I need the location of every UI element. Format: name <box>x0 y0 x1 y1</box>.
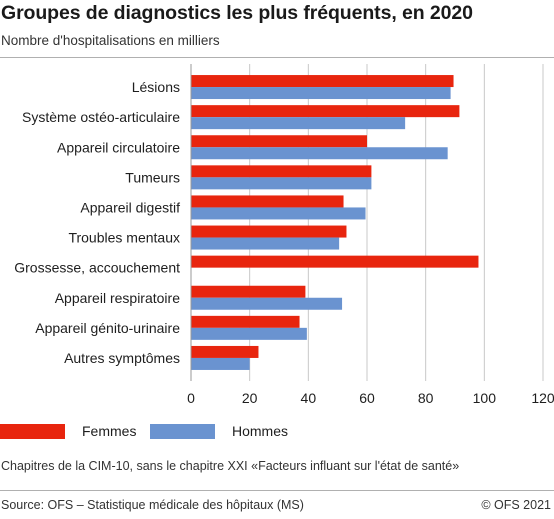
legend: Femmes Hommes <box>0 423 554 445</box>
x-tick-label: 0 <box>187 390 195 406</box>
legend-swatch-femmes <box>0 423 65 439</box>
bar-hommes <box>191 147 448 160</box>
bar-femmes <box>191 345 259 358</box>
bar-femmes <box>191 135 367 148</box>
bar-chart: 0 20 40 60 80 100 120 Lésions Système ostéo-arti… <box>14 64 554 406</box>
category-label: Appareil digestif <box>80 199 180 215</box>
category-label: Appareil génito-urinaire <box>35 320 180 336</box>
bar-femmes <box>191 225 347 238</box>
bar-femmes <box>191 285 306 298</box>
x-tick-label: 80 <box>418 390 434 406</box>
bar-hommes <box>191 87 451 100</box>
bar-hommes <box>191 237 340 250</box>
category-label: Lésions <box>132 79 180 95</box>
chart-subtitle: Nombre d'hospitalisations en milliers <box>1 33 220 48</box>
category-label: Autres symptômes <box>64 350 180 366</box>
bar-femmes <box>191 75 454 88</box>
legend-swatch-hommes <box>150 423 215 439</box>
legend-item-femmes: Femmes <box>0 423 136 439</box>
category-label: Tumeurs <box>125 169 180 185</box>
chart-note: Chapitres de la CIM-10, sans le chapitre… <box>1 459 460 473</box>
legend-label-femmes: Femmes <box>82 423 137 439</box>
x-tick-label: 100 <box>473 390 497 406</box>
x-tick-label: 60 <box>359 390 375 406</box>
x-tick-label: 120 <box>531 390 554 406</box>
bar-femmes <box>191 195 344 208</box>
legend-item-hommes: Hommes <box>150 423 288 439</box>
category-label: Système ostéo-articulaire <box>22 109 180 125</box>
category-label: Appareil respiratoire <box>55 290 180 306</box>
bar-hommes <box>191 357 250 370</box>
x-tick-label: 40 <box>301 390 317 406</box>
bar-hommes <box>191 177 372 190</box>
category-label: Grossesse, accouchement <box>14 260 180 276</box>
bar-hommes <box>191 327 307 340</box>
category-label: Troubles mentaux <box>68 230 180 246</box>
bar-hommes <box>191 117 406 130</box>
source-text: Source: OFS – Statistique médicale des h… <box>1 498 304 512</box>
bar-femmes <box>191 105 460 118</box>
x-tick-label: 20 <box>242 390 258 406</box>
top-divider <box>0 57 554 58</box>
chart-title: Groupes de diagnostics les plus fréquent… <box>1 2 473 24</box>
bar-hommes <box>191 207 366 220</box>
bottom-divider <box>0 490 554 491</box>
legend-label-hommes: Hommes <box>232 423 289 439</box>
bar-hommes <box>191 297 343 310</box>
bar-femmes <box>191 315 300 328</box>
copyright-text: © OFS 2021 <box>481 498 551 512</box>
bar-femmes <box>191 255 479 268</box>
bar-femmes <box>191 165 372 178</box>
category-label: Appareil circulatoire <box>57 139 180 155</box>
